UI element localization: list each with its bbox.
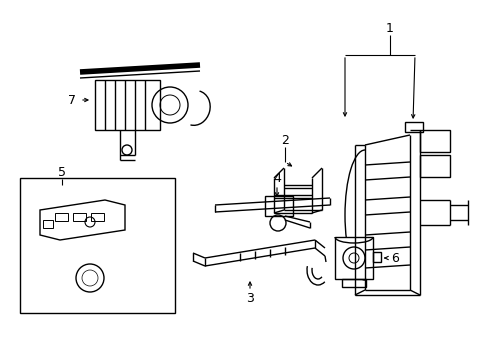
- Bar: [95, 80, 160, 130]
- Text: 6: 6: [390, 252, 398, 265]
- Bar: [20, 178, 175, 313]
- Text: 1: 1: [385, 22, 393, 35]
- Bar: [73, 213, 86, 221]
- Text: 7: 7: [68, 94, 76, 107]
- Bar: [264, 196, 292, 216]
- Bar: [404, 122, 422, 132]
- Text: 3: 3: [245, 292, 253, 305]
- Polygon shape: [40, 200, 125, 240]
- Bar: [341, 279, 365, 287]
- Bar: [91, 213, 104, 221]
- Bar: [43, 220, 53, 228]
- Bar: [55, 213, 68, 221]
- Bar: [334, 237, 372, 279]
- Bar: [372, 252, 380, 262]
- Text: 5: 5: [58, 166, 66, 179]
- Bar: [419, 155, 449, 177]
- Text: 2: 2: [281, 134, 288, 147]
- Text: 4: 4: [272, 171, 281, 185]
- Bar: [419, 130, 449, 152]
